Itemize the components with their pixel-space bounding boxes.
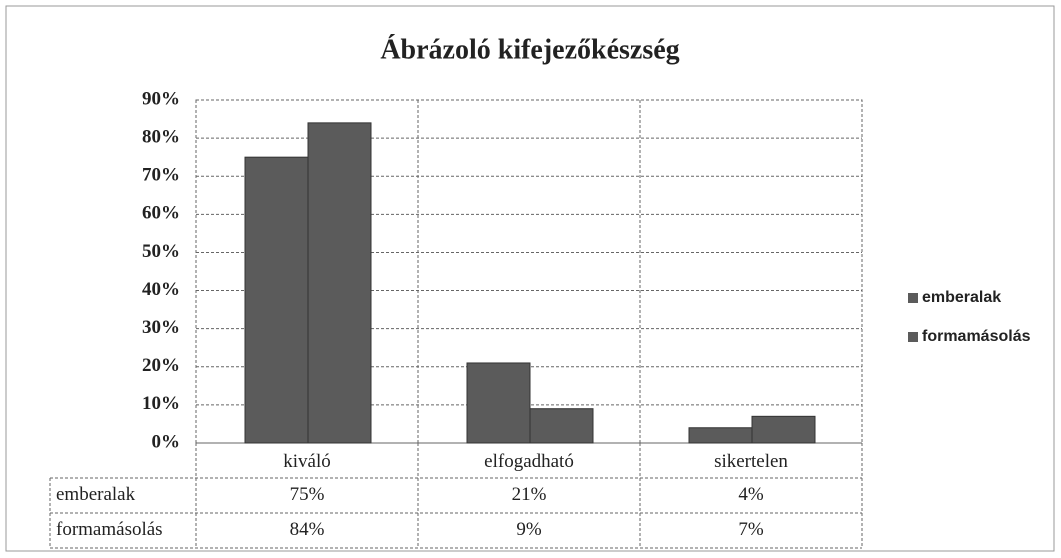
y-tick-label: 60%	[142, 203, 180, 224]
table-cell: 7%	[738, 519, 764, 540]
bar	[751, 415, 816, 444]
x-tick-label: elfogadható	[484, 451, 574, 472]
chart-title: Ábrázoló kifejezőkészség	[380, 34, 679, 65]
chart-frame	[5, 5, 1055, 552]
bar	[529, 408, 594, 444]
legend-label: emberalak	[922, 289, 1001, 306]
table-row-label: emberalak	[56, 484, 136, 505]
table-row-label: formamásolás	[56, 519, 163, 540]
table-cell: 9%	[516, 519, 542, 540]
legend-swatch	[908, 293, 918, 303]
legend-swatch	[908, 332, 918, 342]
y-tick-label: 0%	[152, 431, 181, 452]
table-cell: 21%	[512, 484, 547, 505]
bar	[307, 122, 372, 444]
bar	[466, 362, 531, 444]
bar	[688, 427, 753, 444]
table-cell: 84%	[290, 519, 325, 540]
y-tick-label: 50%	[142, 241, 180, 262]
x-tick-label: kiváló	[283, 451, 331, 472]
table-cell: 4%	[738, 484, 764, 505]
y-tick-label: 30%	[142, 317, 180, 338]
table-cell: 75%	[290, 484, 325, 505]
x-tick-label: sikertelen	[714, 451, 788, 472]
legend-label: formamásolás	[922, 328, 1031, 345]
y-tick-label: 70%	[142, 165, 180, 186]
y-tick-label: 20%	[142, 355, 180, 376]
y-tick-label: 90%	[142, 88, 180, 109]
bar	[244, 156, 309, 444]
y-tick-label: 40%	[142, 279, 180, 300]
y-tick-label: 10%	[142, 393, 180, 414]
y-tick-label: 80%	[142, 126, 180, 147]
